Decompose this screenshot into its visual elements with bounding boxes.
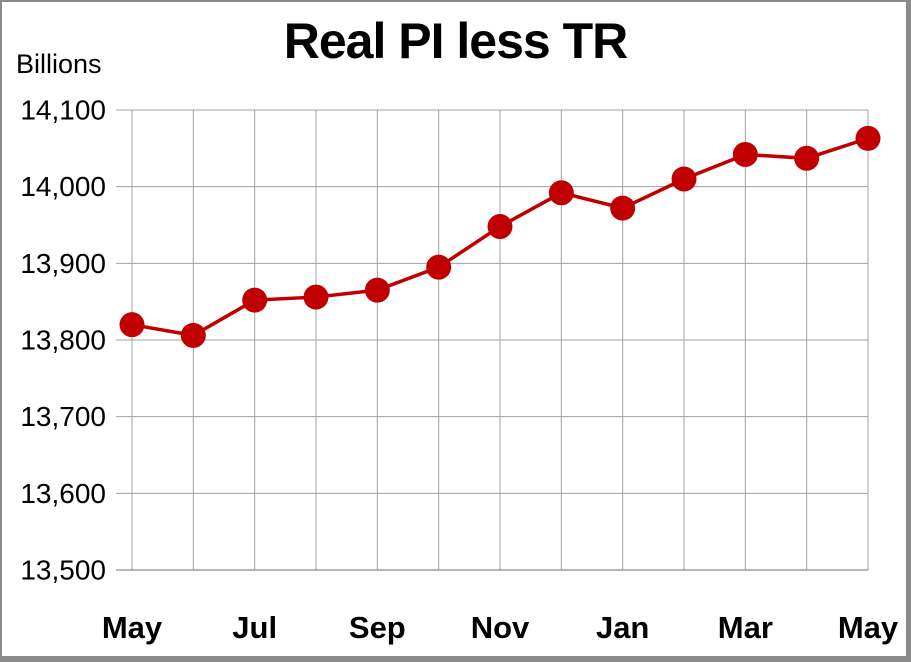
data-point-marker [364,277,390,303]
chart-title: Real PI less TR [283,13,629,69]
data-point-marker [794,145,820,171]
data-point-marker [610,195,636,221]
x-axis-tick-label: Jul [232,610,277,645]
x-axis-tick-label: Jan [596,610,649,645]
x-axis-tick-label: May [102,610,163,645]
x-axis-tick-label: Mar [718,610,773,645]
data-point-marker [732,141,758,167]
data-point-marker [242,287,268,313]
data-point-marker [671,166,697,192]
x-axis-tick-label: Sep [349,610,406,645]
data-point-marker [487,214,513,240]
y-axis-tick-label: 14,100 [20,95,106,126]
data-point-marker [119,312,145,338]
data-point-marker [303,284,329,310]
x-axis-tick-label: May [838,610,899,645]
x-axis-tick-label: Nov [471,610,530,645]
y-axis-tick-label: 14,000 [20,171,106,202]
data-point-marker [426,254,452,280]
y-axis-unit-label: Billions [16,49,102,79]
y-axis-tick-label: 13,600 [20,478,106,509]
y-axis-tick-label: 13,800 [20,325,106,356]
data-point-marker [548,180,574,206]
data-point-marker [855,125,881,151]
y-axis-tick-label: 13,700 [20,401,106,432]
data-point-marker [180,322,206,348]
y-axis-tick-label: 13,500 [20,555,106,586]
y-axis-tick-label: 13,900 [20,248,106,279]
